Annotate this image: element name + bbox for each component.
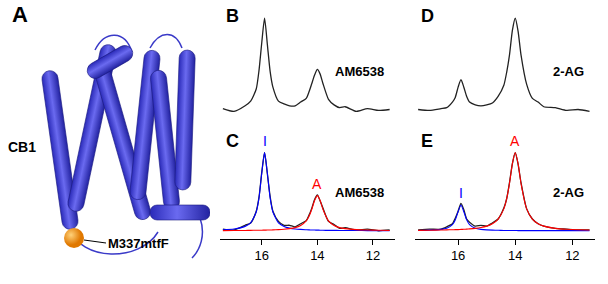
svg-text:A: A [12, 2, 28, 27]
svg-text:16: 16 [255, 248, 269, 263]
svg-text:I: I [263, 133, 267, 149]
svg-text:AM6538: AM6538 [335, 185, 384, 200]
svg-text:M337mtfF: M337mtfF [108, 236, 169, 251]
svg-text:12: 12 [366, 248, 380, 263]
svg-text:C: C [226, 131, 239, 151]
svg-text:I: I [459, 185, 463, 201]
svg-text:12: 12 [565, 248, 579, 263]
svg-text:E: E [421, 131, 433, 151]
svg-text:14: 14 [310, 248, 324, 263]
svg-text:2-AG: 2-AG [553, 185, 584, 200]
svg-text:B: B [226, 6, 239, 26]
svg-text:16: 16 [451, 248, 465, 263]
svg-text:14: 14 [508, 248, 522, 263]
svg-text:AM6538: AM6538 [335, 64, 384, 79]
svg-text:2-AG: 2-AG [553, 64, 584, 79]
svg-text:D: D [421, 6, 434, 26]
svg-text:A: A [510, 133, 520, 149]
svg-text:CB1: CB1 [8, 139, 36, 155]
svg-text:A: A [312, 176, 322, 192]
